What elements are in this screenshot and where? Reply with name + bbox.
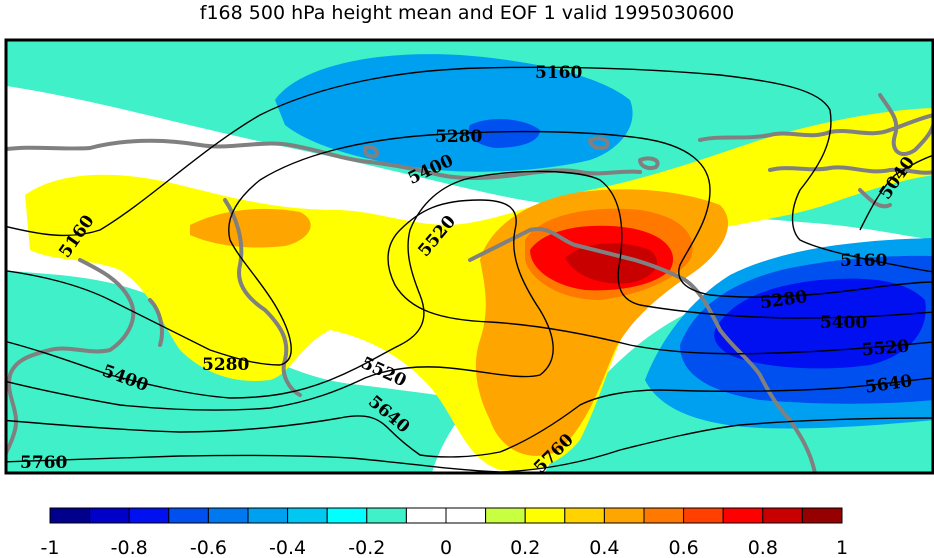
contour-5640 — [6, 377, 933, 458]
coastline-island-1 — [362, 145, 379, 159]
map-title: f168 500 hPa height mean and EOF 1 valid… — [199, 2, 735, 24]
coastline-asia-arctic — [6, 138, 517, 181]
legend-tick-label: 0 — [440, 537, 452, 558]
coastline-alaska — [468, 227, 762, 377]
contour-label: 5400 — [820, 313, 867, 333]
legend-swatch — [405, 507, 447, 524]
contour-5520-north — [6, 199, 933, 411]
field-lightorange-2 — [190, 208, 311, 248]
legend-swatch — [445, 507, 487, 524]
legend-tick-label: -0.6 — [190, 537, 227, 558]
legend-swatch — [128, 507, 170, 524]
legend-tick-label: 0.2 — [510, 537, 540, 558]
legend-swatch — [366, 507, 407, 524]
field-yellow — [25, 108, 933, 472]
coastline-greenland — [878, 93, 933, 156]
contour-label: 5280 — [435, 127, 482, 147]
legend-swatch — [485, 507, 526, 524]
contour-5280-north — [6, 130, 933, 366]
contour-label: 5520 — [861, 336, 910, 360]
height-contours — [6, 66, 933, 473]
legend-tick-label: -0.2 — [348, 537, 385, 558]
coastline-island-2 — [588, 136, 610, 151]
coastline-east-asia — [6, 258, 136, 458]
legend-swatch — [89, 507, 130, 524]
legend-tick-label: -0.8 — [111, 537, 148, 558]
contour-label: 5760 — [20, 453, 67, 473]
legend-swatch — [603, 507, 645, 524]
legend-swatch — [801, 507, 843, 524]
legend-tick-label: 0.8 — [748, 537, 778, 558]
legend-swatch — [722, 507, 764, 524]
coastline-kamchatka — [223, 198, 302, 397]
contour-5160-north — [6, 66, 933, 273]
field-blue-top — [468, 118, 540, 148]
legend-swatch — [524, 507, 566, 524]
legend-swatch — [207, 507, 249, 524]
legend-swatch — [287, 507, 328, 524]
coastline-japan — [148, 298, 164, 347]
contour-5040 — [859, 154, 933, 231]
legend-tick-label: 0.4 — [589, 537, 619, 558]
legend-tick-label: 1 — [836, 537, 848, 558]
legend-swatch — [564, 507, 605, 524]
coastline-canada — [768, 165, 933, 175]
field-darkblue-right — [714, 278, 926, 369]
legend-swatch — [326, 507, 368, 524]
legend-swatch — [762, 507, 803, 524]
contour-label: 5160 — [535, 63, 582, 83]
legend-tick-label: 0.6 — [668, 537, 698, 558]
legend-swatch — [247, 507, 289, 524]
color-legend: -1 -0.8 -0.6 -0.4 -0.2 0 0.2 0.4 0.6 0.8 1 — [41, 507, 848, 558]
coastline-siberia — [513, 168, 642, 177]
contour-5400-north — [6, 170, 933, 399]
contour-label: 5280 — [202, 355, 249, 375]
field-lightblue-top — [275, 54, 633, 172]
map-frame — [4, 38, 934, 475]
legend-swatch — [643, 507, 685, 524]
contour-label: 5160 — [840, 251, 887, 271]
legend-swatch — [168, 507, 209, 524]
legend-tick-label: -0.4 — [269, 537, 306, 558]
coastline-hudson — [858, 188, 892, 209]
legend-swatch — [683, 507, 724, 524]
legend-tick-label: -1 — [41, 537, 60, 558]
coastline-island-3 — [638, 156, 660, 171]
field-darkred — [565, 243, 658, 284]
legend-swatch — [49, 507, 91, 524]
